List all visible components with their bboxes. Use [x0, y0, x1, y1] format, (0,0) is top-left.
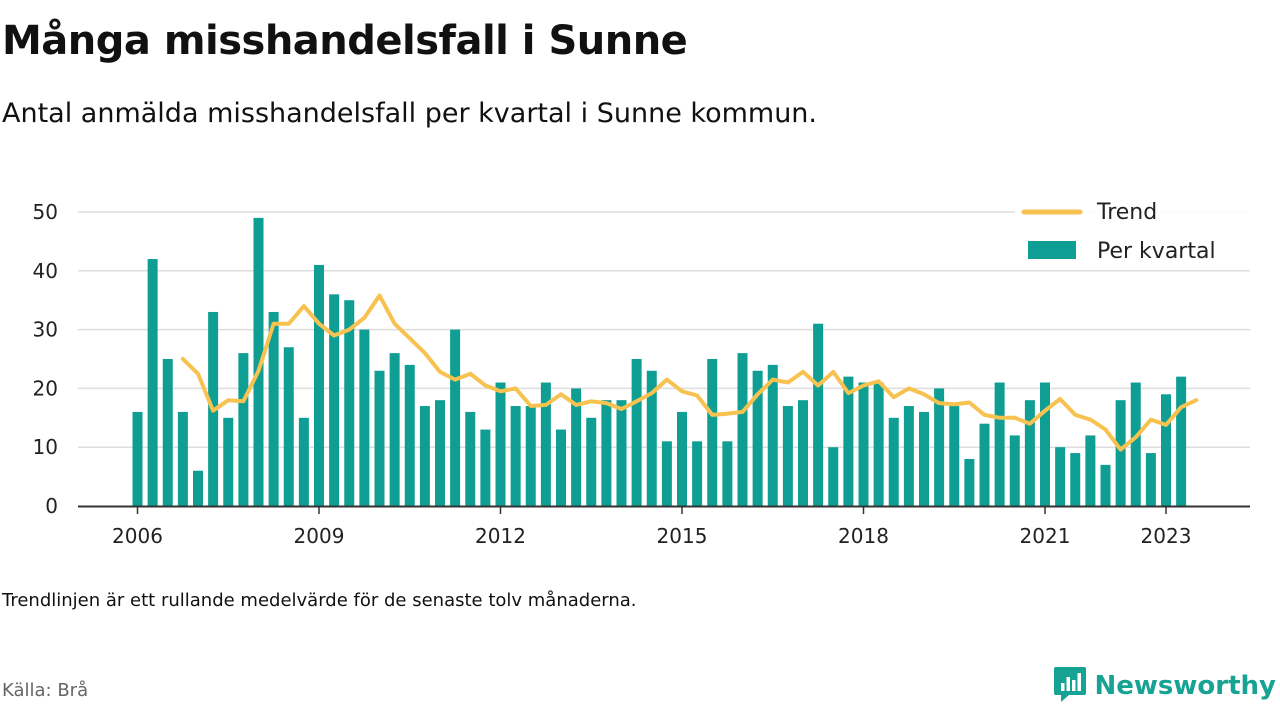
bar-per-kvartal: [858, 382, 869, 506]
y-tick-label: 20: [33, 376, 58, 400]
bar-per-kvartal: [147, 259, 158, 506]
x-tick-label: 2012: [475, 524, 526, 548]
bar-per-kvartal: [283, 347, 294, 506]
bar-per-kvartal: [919, 411, 929, 506]
bar-per-kvartal: [752, 370, 763, 506]
newsworthy-logo-icon: [1053, 665, 1087, 707]
bar-per-kvartal: [964, 458, 975, 506]
bar-per-kvartal: [934, 388, 945, 506]
bar-per-kvartal: [631, 359, 642, 506]
bar-per-kvartal: [162, 359, 173, 506]
chart-title: Många misshandelsfall i Sunne: [2, 18, 688, 64]
x-tick-label: 2015: [657, 524, 708, 548]
brand-name: Newsworthy: [1094, 671, 1276, 701]
bar-per-kvartal: [737, 353, 748, 506]
bar-per-kvartal: [465, 411, 476, 506]
bar-per-kvartal: [1130, 382, 1141, 506]
x-tick-label: 2006: [112, 524, 163, 548]
bar-per-kvartal: [843, 376, 854, 506]
bar-per-kvartal: [1161, 394, 1171, 506]
bar-per-kvartal: [873, 382, 884, 506]
bar-per-kvartal: [298, 417, 309, 506]
legend-trend-label: Trend: [1096, 200, 1157, 225]
bar-per-kvartal: [1100, 464, 1111, 506]
bar-per-kvartal: [646, 370, 657, 506]
bar-per-kvartal: [238, 353, 249, 506]
bar-per-kvartal: [1145, 453, 1156, 506]
bar-per-kvartal: [616, 400, 627, 506]
bar-per-kvartal: [601, 400, 612, 506]
footnote: Trendlinjen är ett rullande medelvärde f…: [2, 590, 637, 611]
bar-per-kvartal: [374, 370, 385, 506]
legend: Trend Per kvartal: [1015, 192, 1250, 270]
bar-per-kvartal: [359, 329, 370, 506]
bar-per-kvartal: [782, 406, 793, 506]
bar-per-kvartal: [798, 400, 808, 506]
y-tick-label: 40: [33, 259, 58, 283]
bar-per-kvartal: [949, 406, 960, 506]
bar-per-kvartal: [177, 411, 188, 506]
axes: 2006 2009 2012 2015 2018 2021 2023: [78, 505, 1250, 548]
bar-per-kvartal: [525, 406, 536, 506]
bar-per-kvartal: [495, 382, 506, 506]
bar-per-kvartal: [435, 400, 445, 506]
x-tick-label: 2018: [838, 524, 889, 548]
bar-per-kvartal: [223, 417, 234, 506]
bar-per-kvartal: [314, 264, 324, 506]
bar-per-kvartal: [828, 447, 839, 506]
bar-per-kvartal: [193, 470, 203, 506]
bar-per-kvartal: [677, 411, 687, 506]
bar-per-kvartal: [132, 411, 143, 506]
bar-per-kvartal: [344, 300, 355, 506]
bar-per-kvartal: [767, 364, 778, 506]
bar-per-kvartal: [586, 417, 597, 506]
bar-per-kvartal: [419, 406, 430, 506]
bar-per-kvartal: [450, 329, 461, 506]
bar-per-kvartal: [1085, 435, 1096, 506]
bar-per-kvartal: [813, 323, 824, 506]
bar-per-kvartal: [1176, 376, 1187, 506]
bar-per-kvartal: [1024, 400, 1035, 506]
legend-bars-swatch: [1028, 241, 1076, 259]
bar-per-kvartal: [1009, 435, 1020, 506]
bar-per-kvartal: [888, 417, 899, 506]
legend-bars-label: Per kvartal: [1097, 239, 1216, 264]
bar-per-kvartal: [540, 382, 551, 506]
y-tick-label: 50: [33, 200, 58, 224]
bar-per-kvartal: [1040, 382, 1050, 506]
bar-per-kvartal: [692, 441, 703, 506]
source-label: Källa: Brå: [2, 680, 89, 701]
bar-per-kvartal: [994, 382, 1005, 506]
bar-per-kvartal: [707, 359, 718, 506]
bar-per-kvartal: [1070, 453, 1081, 506]
bar-per-kvartal: [268, 311, 279, 506]
x-tick-label: 2023: [1141, 524, 1192, 548]
x-tick-label: 2009: [294, 524, 345, 548]
y-tick-label: 30: [33, 318, 58, 342]
x-tick-label: 2021: [1020, 524, 1071, 548]
y-tick-label: 0: [45, 494, 58, 518]
bar-per-kvartal: [1115, 400, 1126, 506]
bar-per-kvartal: [722, 441, 733, 506]
bar-per-kvartal: [404, 364, 415, 506]
bar-per-kvartal: [556, 429, 566, 506]
y-tick-label: 10: [33, 435, 58, 459]
bar-per-kvartal: [480, 429, 491, 506]
trend-line: [180, 293, 1199, 452]
bar-per-kvartal: [510, 406, 521, 506]
bar-per-kvartal: [979, 423, 990, 506]
bars-per-kvartal: [132, 217, 1187, 506]
trend-line-group: [180, 293, 1199, 452]
bar-per-kvartal: [903, 406, 914, 506]
bar-per-kvartal: [389, 353, 400, 506]
bar-per-kvartal: [1055, 447, 1066, 506]
bar-per-kvartal: [661, 441, 672, 506]
bar-per-kvartal: [571, 388, 582, 506]
bar-per-kvartal: [253, 217, 264, 506]
bar-per-kvartal: [329, 294, 340, 506]
brand-logo[interactable]: Newsworthy: [1053, 665, 1276, 707]
chart-subtitle: Antal anmälda misshandelsfall per kvarta…: [2, 98, 817, 129]
